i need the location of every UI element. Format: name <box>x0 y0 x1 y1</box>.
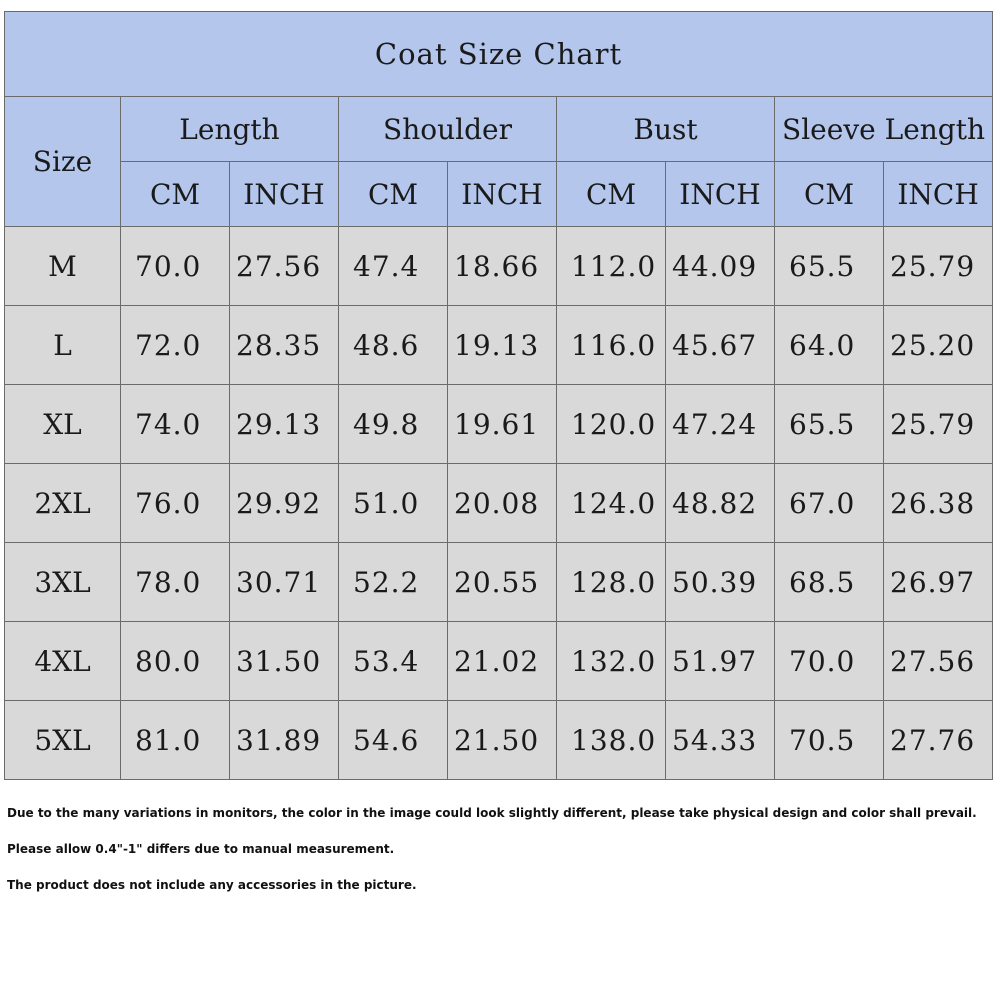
unit-header: INCH <box>229 161 339 227</box>
table-row: M 70.0 27.56 47.4 18.66 112.0 44.09 65.5 25.79 <box>4 226 994 306</box>
measurement-cell: 65.5 <box>774 384 884 464</box>
measurement-cell: 26.97 <box>882 542 994 622</box>
measurement-cell: 51.0 <box>338 463 448 543</box>
table-row: L 72.0 28.35 48.6 19.13 116.0 45.67 64.0 25.20 <box>4 305 994 385</box>
measurement-cell: 116.0 <box>556 305 666 385</box>
chart-title: Coat Size Chart <box>3 11 994 97</box>
size-cell: M <box>4 226 121 306</box>
size-cell: 5XL <box>4 700 121 780</box>
table-row: 3XL 78.0 30.71 52.2 20.55 128.0 50.39 68.5 26.97 <box>4 542 994 622</box>
measurement-cell: 27.76 <box>882 700 994 780</box>
measurement-cell: 50.39 <box>665 542 775 622</box>
measurement-cell: 47.4 <box>338 226 448 306</box>
sleeve-length-group-header: Sleeve Length <box>773 96 994 162</box>
measurement-cell: 138.0 <box>556 700 666 780</box>
unit-header: INCH <box>665 161 775 227</box>
measurement-cell: 19.13 <box>447 305 557 385</box>
note-accessories: The product does not include any accesso… <box>7 878 417 892</box>
measurement-cell: 64.0 <box>774 305 884 385</box>
table-row: 4XL 80.0 31.50 53.4 21.02 132.0 51.97 70.0 27.56 <box>4 621 994 701</box>
measurement-cell: 72.0 <box>120 305 230 385</box>
measurement-cell: 70.5 <box>774 700 884 780</box>
unit-header: CM <box>120 161 230 227</box>
measurement-cell: 44.09 <box>665 226 775 306</box>
measurement-cell: 49.8 <box>338 384 448 464</box>
table-row: 5XL 81.0 31.89 54.6 21.50 138.0 54.33 70.5 27.76 <box>4 700 994 780</box>
measurement-cell: 21.50 <box>447 700 557 780</box>
measurement-cell: 20.08 <box>447 463 557 543</box>
shoulder-group-header: Shoulder <box>338 96 557 162</box>
title-row: Coat Size Chart <box>3 11 994 97</box>
measurement-cell: 68.5 <box>774 542 884 622</box>
measurement-cell: 67.0 <box>774 463 884 543</box>
measurement-cell: 52.2 <box>338 542 448 622</box>
measurement-cell: 31.50 <box>229 621 339 701</box>
measurement-cell: 112.0 <box>556 226 666 306</box>
unit-header: INCH <box>447 161 557 227</box>
measurement-cell: 29.92 <box>229 463 339 543</box>
measurement-cell: 48.6 <box>338 305 448 385</box>
size-chart-body: M 70.0 27.56 47.4 18.66 112.0 44.09 65.5 25.79 L 7… <box>4 226 994 780</box>
measurement-cell: 132.0 <box>556 621 666 701</box>
measurement-cell: 120.0 <box>556 384 666 464</box>
measurement-cell: 25.79 <box>882 226 994 306</box>
measurement-cell: 76.0 <box>120 463 230 543</box>
size-cell: 4XL <box>4 621 121 701</box>
unit-header: INCH <box>882 161 994 227</box>
measurement-cell: 27.56 <box>229 226 339 306</box>
table-row: XL 74.0 29.13 49.8 19.61 120.0 47.24 65.5 25.79 <box>4 384 994 464</box>
measurement-cell: 47.24 <box>665 384 775 464</box>
measurement-cell: 28.35 <box>229 305 339 385</box>
measurement-cell: 128.0 <box>556 542 666 622</box>
measurement-cell: 65.5 <box>774 226 884 306</box>
note-color-variation: Due to the many variations in monitors, … <box>7 806 977 820</box>
measurement-cell: 29.13 <box>229 384 339 464</box>
measurement-cell: 30.71 <box>229 542 339 622</box>
measurement-cell: 54.6 <box>338 700 448 780</box>
size-cell: 2XL <box>4 463 121 543</box>
measurement-cell: 45.67 <box>665 305 775 385</box>
measurement-cell: 70.0 <box>120 226 230 306</box>
measurement-cell: 54.33 <box>665 700 775 780</box>
measurement-cell: 53.4 <box>338 621 448 701</box>
measurement-cell: 19.61 <box>447 384 557 464</box>
unit-header: CM <box>556 161 666 227</box>
measurement-cell: 124.0 <box>556 463 666 543</box>
size-cell: 3XL <box>4 542 121 622</box>
measurement-cell: 51.97 <box>665 621 775 701</box>
measurement-cell: 74.0 <box>120 384 230 464</box>
measurement-cell: 80.0 <box>120 621 230 701</box>
unit-header: CM <box>338 161 448 227</box>
group-header-row: Size Length Shoulder Bust Sleeve Length <box>4 96 994 227</box>
note-measurement-tolerance: Please allow 0.4"-1" differs due to manu… <box>7 842 395 856</box>
size-column-header: Size <box>4 96 121 227</box>
bust-group-header: Bust <box>556 96 775 162</box>
measurement-cell: 18.66 <box>447 226 557 306</box>
unit-header-row: CM INCH CM INCH CM INCH CM INCH <box>5 161 994 227</box>
length-group-header: Length <box>120 96 339 162</box>
unit-header: CM <box>774 161 884 227</box>
measurement-cell: 27.56 <box>882 621 994 701</box>
measurement-cell: 25.20 <box>882 305 994 385</box>
disclaimer-notes: Due to the many variations in monitors, … <box>7 806 987 914</box>
measurement-cell: 78.0 <box>120 542 230 622</box>
measurement-cell: 26.38 <box>882 463 994 543</box>
measurement-cell: 20.55 <box>447 542 557 622</box>
measurement-cell: 70.0 <box>774 621 884 701</box>
measurement-cell: 81.0 <box>120 700 230 780</box>
measurement-cell: 48.82 <box>665 463 775 543</box>
measurement-cell: 31.89 <box>229 700 339 780</box>
size-cell: L <box>4 305 121 385</box>
measurement-cell: 25.79 <box>882 384 994 464</box>
size-chart-table: Coat Size Chart Size Length Shoulder Bus… <box>3 11 994 780</box>
table-row: 2XL 76.0 29.92 51.0 20.08 124.0 48.82 67.0 26.38 <box>4 463 994 543</box>
size-cell: XL <box>4 384 121 464</box>
measurement-cell: 21.02 <box>447 621 557 701</box>
